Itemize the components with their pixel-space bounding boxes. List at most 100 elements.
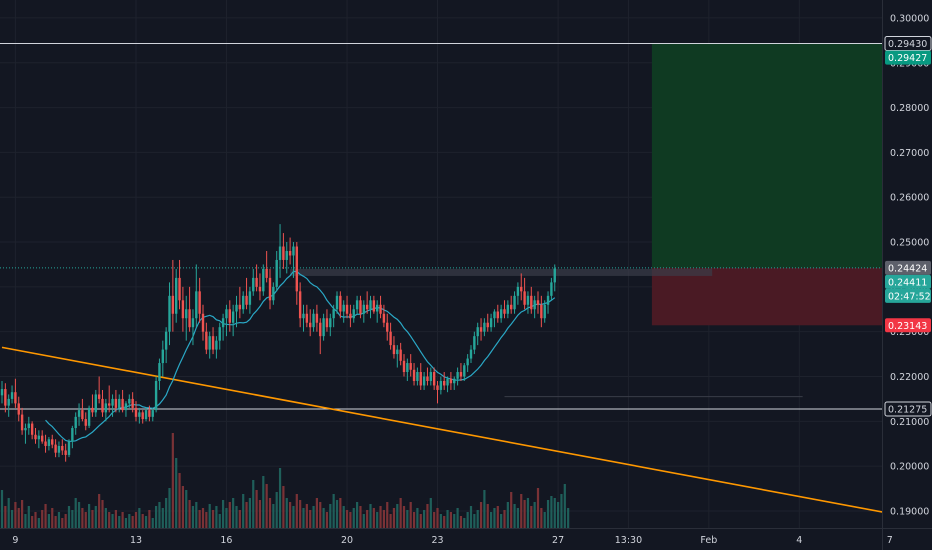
- candle: [278, 246, 282, 260]
- candle: [24, 428, 27, 431]
- candle: [74, 416, 77, 429]
- candle: [419, 372, 422, 386]
- volume-bar: [74, 498, 77, 528]
- candle: [64, 450, 67, 455]
- candle: [67, 441, 71, 455]
- candle: [17, 403, 20, 415]
- volume-bar: [379, 506, 382, 528]
- volume-bar: [0, 490, 4, 528]
- volume-bar: [412, 512, 416, 528]
- volume-bar: [536, 488, 540, 528]
- volume-bar: [245, 502, 248, 528]
- take-profit-tag-label: 0.29427: [888, 53, 927, 64]
- candle: [288, 251, 292, 256]
- volume-bar: [144, 516, 148, 528]
- candle: [546, 295, 550, 305]
- trendline[interactable]: [1, 346, 932, 523]
- candle: [30, 423, 34, 435]
- volume-bar: [232, 498, 235, 528]
- volume-bar: [128, 514, 131, 528]
- candle: [34, 434, 37, 440]
- candle: [164, 331, 168, 350]
- candle: [315, 313, 319, 323]
- volume-bar: [27, 506, 30, 528]
- candle: [396, 349, 399, 355]
- candle: [453, 378, 456, 384]
- countdown-tag-label: 02:47:52: [888, 291, 931, 302]
- candle: [131, 398, 134, 408]
- candle: [154, 380, 158, 411]
- volume-bar: [61, 518, 64, 528]
- long-position-tool[interactable]: [290, 43, 927, 398]
- volume-bar: [131, 516, 134, 528]
- volume-bar: [265, 484, 268, 528]
- candle: [41, 435, 44, 442]
- take-profit-tag: [885, 50, 931, 65]
- volume-bar: [118, 516, 121, 528]
- candle: [245, 295, 248, 305]
- candle: [309, 322, 312, 328]
- candle: [516, 286, 520, 296]
- volume-bar: [490, 512, 493, 528]
- volume-bar: [419, 514, 422, 528]
- candle: [325, 318, 329, 328]
- x-tick-label: 16: [220, 535, 232, 546]
- volume-bar: [211, 510, 215, 528]
- y-tick-label: 0.23000: [890, 327, 929, 338]
- candle: [489, 318, 493, 328]
- volume-bar: [141, 514, 144, 528]
- volume-bar: [423, 510, 426, 528]
- candle: [342, 304, 345, 312]
- candle: [121, 398, 124, 411]
- candle: [339, 295, 342, 312]
- candle: [355, 300, 359, 310]
- candle: [503, 309, 506, 314]
- candle: [386, 322, 389, 332]
- time-axis-background: [0, 528, 932, 550]
- volume-bar: [47, 514, 50, 528]
- volume-bar: [389, 514, 392, 528]
- candle: [208, 336, 211, 350]
- candle: [205, 331, 208, 350]
- volume-bar: [302, 508, 305, 528]
- candle: [141, 412, 144, 420]
- candle: [540, 304, 543, 319]
- volume-bar: [258, 500, 262, 528]
- volume-bar: [4, 506, 7, 528]
- volume-bar: [315, 498, 318, 528]
- volume-bar: [81, 508, 84, 528]
- candle: [526, 295, 530, 305]
- candle: [446, 378, 449, 386]
- candle: [422, 376, 426, 386]
- candle: [449, 378, 453, 384]
- volume-bar: [57, 512, 61, 528]
- candle: [181, 300, 185, 319]
- entry-tag-label: 0.24424: [888, 263, 927, 274]
- horizontal-levels[interactable]: [0, 42, 882, 410]
- candle: [295, 246, 298, 292]
- volume-bar: [195, 502, 198, 528]
- candle: [111, 398, 114, 406]
- volume-bar: [523, 500, 526, 528]
- candle: [114, 398, 118, 408]
- candle: [369, 300, 372, 310]
- volume-bar: [322, 508, 325, 528]
- candle: [520, 286, 523, 292]
- volume-bar: [520, 494, 523, 528]
- x-tick-label: 7: [887, 535, 893, 546]
- candle: [108, 403, 111, 406]
- volume-bar: [449, 512, 452, 528]
- candle: [506, 304, 510, 314]
- candle: [426, 376, 429, 381]
- volume-bar: [238, 510, 241, 528]
- candle: [406, 363, 409, 373]
- volume-bar: [557, 502, 560, 528]
- candle: [436, 385, 439, 390]
- volume-bar: [516, 508, 519, 528]
- volume-bar: [67, 506, 71, 528]
- candle: [171, 295, 175, 314]
- candle: [362, 304, 365, 314]
- volume-bar: [376, 512, 379, 528]
- volume-bar: [329, 504, 332, 528]
